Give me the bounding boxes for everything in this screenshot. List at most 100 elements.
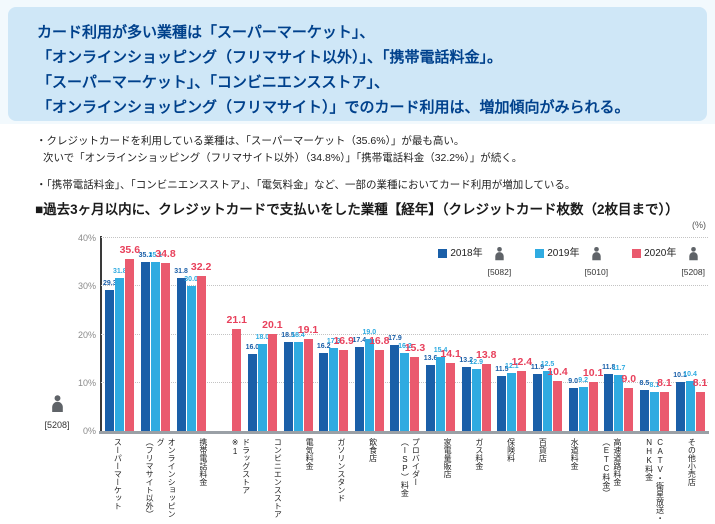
bar-group: 17.9 16.2 15.3	[388, 238, 425, 431]
bar-value-label: 10.4	[547, 365, 568, 378]
bar-slot: 15.3	[405, 238, 425, 431]
bar-slot: 13.8	[476, 238, 496, 431]
bar-value-label: 35.1	[138, 251, 153, 259]
bar-value-label: 9.0	[568, 377, 579, 385]
bar-slot: 13.2	[459, 238, 474, 431]
bar: 9.0	[621, 374, 636, 431]
legend-color-swatch	[632, 249, 642, 258]
bar-value-label: 17.3	[326, 337, 341, 345]
bar-slot: 10.1	[583, 238, 603, 431]
bar-group: 16.0 18.0 20.1	[246, 238, 283, 431]
bar-value-label: 10.4	[683, 370, 697, 378]
category-label: CATV・衛星放送・ NHK料金	[644, 438, 665, 522]
finding-item: ・クレジットカードを利用している業種は、「スーパーマーケット（35.6%）」が最…	[36, 133, 696, 167]
bar: 18.5	[281, 332, 295, 431]
bar-slot: 10.1	[673, 238, 687, 431]
bar-value-label: 12.4	[511, 356, 533, 369]
bar-value-label: 12.5	[540, 360, 555, 368]
bar-group: 13.2 12.9 13.8	[459, 238, 496, 431]
bar: 10.4	[547, 367, 568, 431]
bar-group: 11.8 11.7 9.0	[602, 238, 636, 431]
category-label: プロバイダー （ISP）料金	[400, 438, 421, 497]
bar-slot: 31.8	[113, 238, 127, 431]
bar: 10.1	[583, 368, 603, 431]
bar-slot: 16.2	[398, 238, 412, 431]
bar-slot: 30.0	[184, 238, 198, 431]
bar-value-label: 19.0	[362, 329, 377, 337]
bar-slot: 18.0	[256, 238, 269, 431]
bar: 8.1	[650, 382, 659, 431]
bar-slot: 16.8	[369, 238, 390, 431]
bar-group: 10.1 10.4 8.1	[673, 238, 707, 431]
bar-value-label: 31.8	[113, 267, 127, 275]
bar-value-label: 12.1	[505, 362, 519, 370]
y-axis-tick: 30%	[77, 281, 96, 292]
category-label: 飲食店	[368, 438, 378, 462]
bar: 8.1	[693, 378, 707, 431]
bar-group: 31.8 30.0 32.2	[174, 238, 211, 431]
bar: 11.5	[495, 366, 508, 431]
bar-value-label: 15.4	[433, 346, 448, 354]
bar-group: 17.4 19.0 16.8	[352, 238, 390, 431]
category-label: ドラッグストア ※1	[230, 438, 251, 494]
bar-slot: 8.1	[657, 238, 672, 431]
person-icon	[686, 246, 701, 266]
category-label: オンラインショッピング （フリマサイト以外）	[145, 438, 177, 518]
bar-slot: 20.1	[262, 238, 283, 431]
bar: 11.9	[531, 364, 544, 431]
bar: 16.2	[398, 343, 412, 431]
bar-value-label: 15.3	[404, 342, 426, 355]
bar-group: 8.5 8.1 8.1	[639, 238, 672, 431]
bar: 12.4	[512, 357, 532, 431]
bar: 12.9	[469, 359, 483, 431]
bar-value-label: 13.6	[423, 355, 438, 363]
bar-value-label: 29.3	[103, 279, 117, 287]
bar: 8.1	[657, 378, 672, 431]
chart-title: ■過去3ヶ月以内に、クレジットカードで支払いをした業種【経年】（クレジットカード…	[35, 202, 679, 217]
finding-text: ・「携帯電話料金」、「コンビニエンスストア」、「電気料金」など、一部の業種におい…	[36, 179, 576, 191]
bar-slot: 11.7	[612, 238, 625, 431]
bar-value-label: 16.2	[398, 342, 412, 350]
y-axis-tick: 10%	[77, 377, 96, 388]
bar-slot: 18.5	[281, 238, 295, 431]
bar-value-label: 8.1	[649, 381, 660, 389]
plot-area: 29.3 31.8 35.6 35.1 35.1 34.8 31.8 30.0 32.2 21.1…	[102, 238, 708, 431]
bar: 19.1	[298, 325, 318, 431]
category-label: 高速道路料金 （ETC料金）	[601, 438, 622, 497]
bar-value-label: 14.1	[440, 348, 461, 360]
bar: 21.1	[227, 315, 247, 431]
bar: 10.1	[673, 372, 687, 431]
legend-item: 2018年 [5082]	[438, 246, 511, 277]
bar-slot: 11.8	[602, 238, 615, 431]
bar: 18.0	[256, 334, 269, 431]
bar: 19.0	[362, 329, 376, 431]
legend: 2018年 [5082] 2019年 [5010] 2020年 [5208]	[438, 246, 705, 277]
bar-slot: 10.4	[683, 238, 697, 431]
bar-value-label: 16.2	[316, 342, 331, 350]
bar-value-label: 10.1	[673, 372, 687, 380]
bar-group: 18.5 18.4 19.1	[281, 238, 318, 431]
bar-slot: 17.3	[326, 238, 341, 431]
base-count-label: [5208]	[44, 420, 70, 430]
bar-slot: 12.5	[540, 238, 555, 431]
bar: 16.9	[333, 335, 354, 431]
bar-group: 29.3 31.8 35.6	[103, 238, 140, 431]
category-label: コンビニエンスストア	[273, 438, 283, 518]
bar-value-label: 31.8	[174, 267, 188, 275]
bar-value-label: 8.5	[639, 380, 650, 387]
bar-slot: 19.1	[298, 238, 318, 431]
legend-year-label: 2020年	[644, 248, 677, 259]
bar-value-label: 13.2	[459, 357, 474, 365]
bar: 16.8	[369, 336, 390, 431]
bar-slot: 32.2	[191, 238, 211, 431]
bar: 31.8	[174, 268, 188, 431]
bar: 16.0	[246, 344, 259, 431]
x-axis-line	[99, 431, 709, 434]
bar: 12.1	[505, 363, 519, 431]
bar: 15.4	[434, 347, 447, 431]
bar-group: 13.6 15.4 14.1	[423, 238, 461, 431]
category-label: 水道料金	[570, 438, 580, 470]
bar: 32.2	[191, 262, 211, 431]
category-label: ガソリンスタンド	[336, 438, 346, 502]
